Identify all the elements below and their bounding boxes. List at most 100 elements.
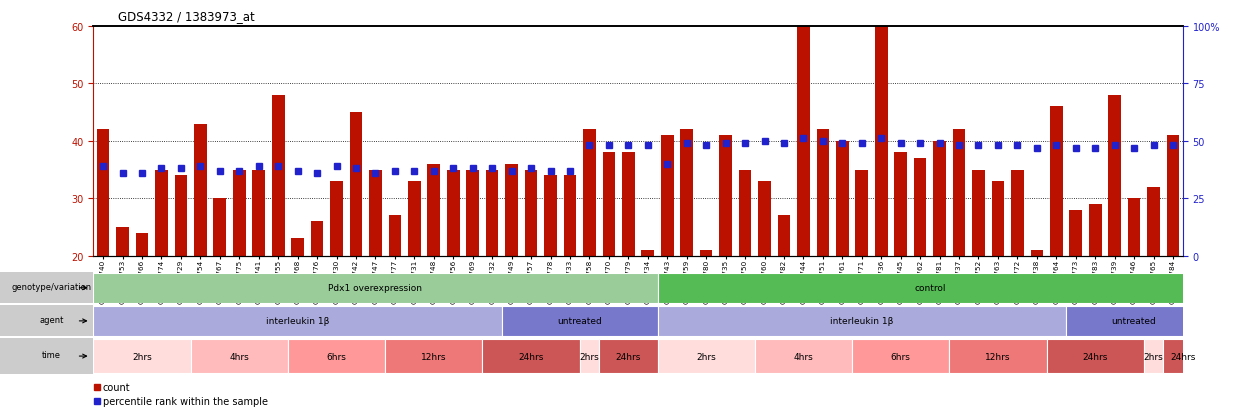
Bar	[190, 339, 288, 373]
Bar	[797, 27, 809, 256]
Bar	[544, 176, 557, 256]
Text: 4hrs: 4hrs	[793, 352, 813, 361]
Bar	[603, 153, 615, 256]
Bar	[657, 339, 754, 373]
Bar	[288, 339, 385, 373]
Bar	[758, 182, 771, 256]
Bar	[486, 170, 498, 256]
Bar	[1031, 250, 1043, 256]
Bar	[720, 136, 732, 256]
Text: percentile rank within the sample: percentile rank within the sample	[103, 396, 268, 406]
Bar	[502, 306, 657, 336]
Bar	[875, 4, 888, 256]
Bar	[385, 339, 483, 373]
Bar	[950, 339, 1047, 373]
Bar	[738, 170, 752, 256]
Text: 2hrs: 2hrs	[132, 352, 152, 361]
Bar	[156, 170, 168, 256]
Bar	[1108, 95, 1120, 256]
Bar	[116, 228, 129, 256]
Bar	[641, 250, 654, 256]
Bar	[427, 164, 441, 256]
Bar	[93, 273, 657, 303]
Text: agent: agent	[39, 315, 63, 324]
Bar	[93, 306, 502, 336]
Bar	[136, 233, 148, 256]
Bar	[194, 124, 207, 256]
Bar	[1128, 199, 1140, 256]
Bar	[1047, 339, 1144, 373]
Bar	[467, 170, 479, 256]
Bar	[835, 141, 849, 256]
Text: 12hrs: 12hrs	[985, 352, 1011, 361]
Bar	[1011, 170, 1023, 256]
Bar	[524, 170, 538, 256]
Text: 6hrs: 6hrs	[326, 352, 346, 361]
Text: 4hrs: 4hrs	[229, 352, 249, 361]
Text: GDS4332 / 1383973_at: GDS4332 / 1383973_at	[118, 10, 255, 23]
Bar	[855, 170, 868, 256]
Bar	[680, 130, 693, 256]
Bar	[991, 182, 1005, 256]
Text: untreated: untreated	[558, 317, 603, 325]
Bar	[952, 130, 965, 256]
Bar	[1144, 339, 1163, 373]
Text: untreated: untreated	[1112, 317, 1157, 325]
Bar	[622, 153, 635, 256]
Bar	[350, 113, 362, 256]
Text: genotype/variation: genotype/variation	[11, 282, 91, 291]
Text: Pdx1 overexpression: Pdx1 overexpression	[329, 284, 422, 292]
Bar	[1066, 306, 1203, 336]
Bar	[505, 164, 518, 256]
Bar	[661, 136, 674, 256]
Bar	[754, 339, 852, 373]
Bar	[447, 170, 459, 256]
Bar	[330, 182, 342, 256]
Bar	[271, 95, 285, 256]
Bar	[369, 170, 382, 256]
Text: 12hrs: 12hrs	[421, 352, 447, 361]
Bar	[934, 141, 946, 256]
Bar	[1050, 107, 1063, 256]
Bar	[1167, 136, 1179, 256]
Text: 24hrs: 24hrs	[1170, 352, 1195, 361]
Bar	[1089, 204, 1102, 256]
Text: count: count	[103, 382, 131, 392]
Bar	[817, 130, 829, 256]
Text: 24hrs: 24hrs	[518, 352, 544, 361]
Text: 24hrs: 24hrs	[1082, 352, 1108, 361]
Bar	[174, 176, 187, 256]
Bar	[580, 339, 599, 373]
Bar	[583, 130, 596, 256]
Text: 2hrs: 2hrs	[580, 352, 599, 361]
Text: control: control	[914, 284, 946, 292]
Text: 2hrs: 2hrs	[1144, 352, 1163, 361]
Bar	[852, 339, 950, 373]
Text: time: time	[42, 350, 61, 359]
Bar	[700, 250, 712, 256]
Bar	[914, 159, 926, 256]
Bar	[253, 170, 265, 256]
Bar	[778, 216, 791, 256]
Bar	[483, 339, 580, 373]
Bar	[564, 176, 576, 256]
Bar	[291, 239, 304, 256]
Bar	[97, 130, 110, 256]
Bar	[657, 306, 1066, 336]
Text: 2hrs: 2hrs	[696, 352, 716, 361]
Text: 24hrs: 24hrs	[615, 352, 641, 361]
Bar	[657, 273, 1203, 303]
Bar	[599, 339, 657, 373]
Bar	[1163, 339, 1203, 373]
Text: 6hrs: 6hrs	[890, 352, 910, 361]
Bar	[233, 170, 245, 256]
Bar	[213, 199, 227, 256]
Bar	[972, 170, 985, 256]
Text: interleukin 1β: interleukin 1β	[830, 317, 894, 325]
Bar	[1069, 210, 1082, 256]
Bar	[311, 222, 324, 256]
Bar	[93, 339, 190, 373]
Bar	[1147, 188, 1160, 256]
Bar	[408, 182, 421, 256]
Text: interleukin 1β: interleukin 1β	[266, 317, 330, 325]
